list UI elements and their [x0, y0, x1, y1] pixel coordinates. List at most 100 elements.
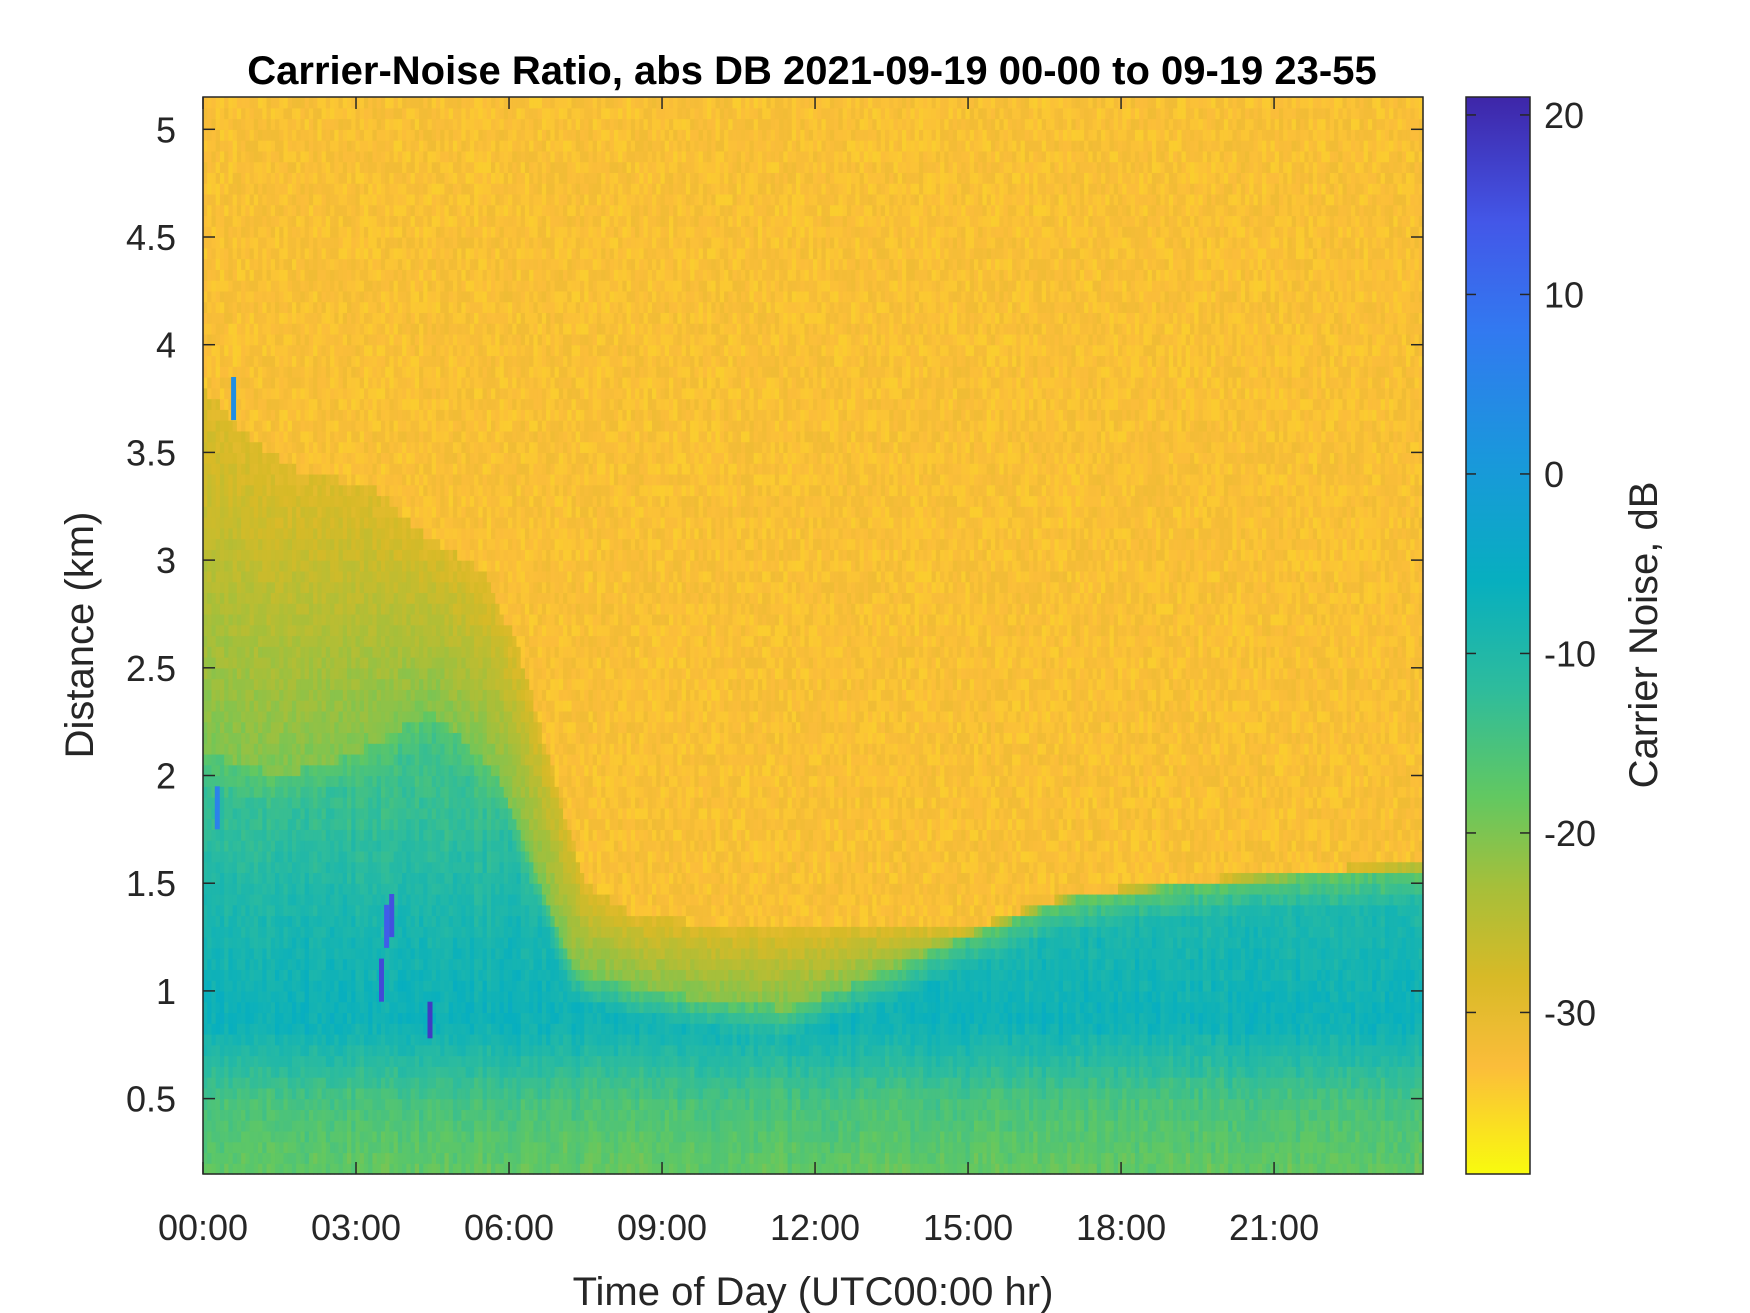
heatmap-cell [288, 1002, 293, 1013]
heatmap-cell [351, 969, 356, 980]
heatmap-cell [313, 948, 318, 959]
heatmap-cell [313, 743, 318, 754]
heatmap-cell [385, 603, 390, 614]
heatmap-cell [389, 215, 394, 226]
heatmap-cell [330, 269, 335, 280]
heatmap-cell [305, 151, 310, 162]
heatmap-cell [283, 1056, 288, 1067]
heatmap-cell [237, 636, 242, 647]
heatmap-cell [406, 259, 411, 270]
heatmap-cell [220, 711, 225, 722]
heatmap-cell [351, 474, 356, 485]
heatmap-cell [254, 743, 259, 754]
heatmap-cell [398, 259, 403, 270]
heatmap-cell [207, 291, 212, 302]
heatmap-cell [292, 926, 297, 937]
heatmap-cell [330, 1088, 335, 1099]
heatmap-cell [360, 969, 365, 980]
heatmap-cell [334, 808, 339, 819]
heatmap-cell [250, 582, 255, 593]
heatmap-cell [368, 840, 373, 851]
heatmap-cell [381, 399, 386, 410]
heatmap-cell [313, 280, 318, 291]
heatmap-cell [377, 215, 382, 226]
heatmap-cell [389, 1088, 394, 1099]
heatmap-cell [245, 205, 250, 216]
heatmap-cell [334, 1088, 339, 1099]
heatmap-cell [228, 883, 233, 894]
heatmap-cell [245, 668, 250, 679]
heatmap-cell [228, 1109, 233, 1120]
heatmap-cell [372, 646, 377, 657]
heatmap-cell [216, 1120, 221, 1131]
heatmap-cell [292, 1056, 297, 1067]
heatmap-cell [372, 819, 377, 830]
heatmap-cell [275, 183, 280, 194]
heatmap-cell [258, 732, 263, 743]
heatmap-cell [216, 388, 221, 399]
heatmap-cell [398, 312, 403, 323]
heatmap-cell [406, 1142, 411, 1153]
heatmap-cell [339, 280, 344, 291]
heatmap-cell [339, 302, 344, 313]
heatmap-cell [343, 711, 348, 722]
heatmap-cell [398, 808, 403, 819]
heatmap-cell [211, 205, 216, 216]
heatmap-cell [364, 571, 369, 582]
heatmap-cell [283, 1142, 288, 1153]
heatmap-cell [262, 162, 267, 173]
heatmap-cell [372, 636, 377, 647]
heatmap-cell [283, 711, 288, 722]
heatmap-cell [262, 119, 267, 130]
heatmap-cell [330, 237, 335, 248]
heatmap-cell [245, 883, 250, 894]
heatmap-cell [351, 862, 356, 873]
heatmap-cell [292, 808, 297, 819]
heatmap-cell [292, 872, 297, 883]
heatmap-cell [300, 355, 305, 366]
heatmap-cell [339, 162, 344, 173]
heatmap-cell [330, 851, 335, 862]
heatmap-cell [356, 592, 361, 603]
heatmap-cell [309, 377, 314, 388]
heatmap-cell [296, 797, 301, 808]
heatmap-cell [220, 442, 225, 453]
heatmap-cell [347, 119, 352, 130]
heatmap-cell [322, 377, 327, 388]
heatmap-cell [322, 215, 327, 226]
heatmap-cell [283, 829, 288, 840]
heatmap-cell [262, 495, 267, 506]
heatmap-cell [385, 829, 390, 840]
heatmap-cell [241, 571, 246, 582]
heatmap-cell [275, 1056, 280, 1067]
heatmap-cell [288, 291, 293, 302]
heatmap-cell [237, 754, 242, 765]
heatmap-cell [389, 388, 394, 399]
heatmap-cell [275, 291, 280, 302]
heatmap-cell [381, 894, 386, 905]
heatmap-cell [360, 808, 365, 819]
heatmap-cell [241, 259, 246, 270]
heatmap-cell [250, 776, 255, 787]
heatmap-cell [207, 549, 212, 560]
heatmap-cell [339, 1045, 344, 1056]
heatmap-cell [385, 797, 390, 808]
heatmap-cell [347, 388, 352, 399]
heatmap-cell [377, 1109, 382, 1120]
heatmap-cell [279, 495, 284, 506]
heatmap-cell [267, 560, 272, 571]
heatmap-cell [368, 1099, 373, 1110]
heatmap-cell [377, 377, 382, 388]
heatmap-cell [250, 646, 255, 657]
heatmap-cell [224, 765, 229, 776]
heatmap-cell [267, 215, 272, 226]
heatmap-cell [334, 399, 339, 410]
heatmap-cell [224, 463, 229, 474]
heatmap-cell [402, 172, 407, 183]
heatmap-cell [262, 916, 267, 927]
heatmap-cell [347, 452, 352, 463]
heatmap-cell [339, 1002, 344, 1013]
heatmap-cell [279, 345, 284, 356]
heatmap-cell [402, 140, 407, 151]
heatmap-cell [216, 592, 221, 603]
